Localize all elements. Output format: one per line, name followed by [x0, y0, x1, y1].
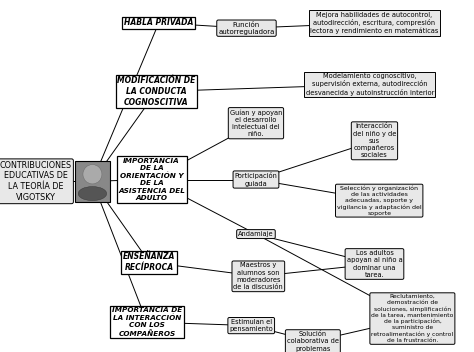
Text: IMPORTANCIA DE
LA INTERACCIÓN
CON LOS
COMPAÑEROS: IMPORTANCIA DE LA INTERACCIÓN CON LOS CO…: [112, 307, 182, 337]
Text: Guían y apoyan
el desarrollo
intelectual del
niño.: Guían y apoyan el desarrollo intelectual…: [230, 109, 282, 137]
Text: Selección y organización
de las actividades
adecuadas, soporte y
vigilancia y ad: Selección y organización de las activida…: [337, 186, 421, 216]
Text: Los adultos
apoyan al niño a
dominar una
tarea.: Los adultos apoyan al niño a dominar una…: [346, 250, 402, 278]
Ellipse shape: [83, 165, 102, 184]
Text: CONTRIBUCIONES
EDUCATIVAS DE
LA TEORÍA DE
VIGOTSKY: CONTRIBUCIONES EDUCATIVAS DE LA TEORÍA D…: [0, 161, 72, 202]
Ellipse shape: [78, 187, 107, 201]
Text: Solución
colaborativa de
problemas: Solución colaborativa de problemas: [287, 331, 339, 352]
Text: Función
autorreguladora: Función autorreguladora: [219, 21, 274, 35]
Text: ENSEÑANZA
RECÍPROCA: ENSEÑANZA RECÍPROCA: [123, 252, 175, 272]
FancyBboxPatch shape: [75, 161, 110, 201]
Text: Estimulan el
pensamiento: Estimulan el pensamiento: [229, 319, 273, 332]
Text: Modelamiento cognoscitivo,
supervisión externa, autodirección
desvanecida y auto: Modelamiento cognoscitivo, supervisión e…: [306, 73, 434, 96]
Text: IMPORTANCIA
DE LA
ORIENTACIÓN Y
DE LA
ASISTENCIA DEL
ADULTO: IMPORTANCIA DE LA ORIENTACIÓN Y DE LA AS…: [118, 158, 185, 201]
Text: Porticipación
guiada: Porticipación guiada: [235, 172, 277, 187]
Text: Mejora habilidades de autocontrol,
autodirección, escritura, compresión
lectora : Mejora habilidades de autocontrol, autod…: [310, 12, 438, 34]
Text: Maestros y
alumnos son
moderadores
de la discusión: Maestros y alumnos son moderadores de la…: [234, 263, 283, 290]
Text: MODIFICACIÓN DE
LA CONDUCTA
COGNOSCITIVA: MODIFICACIÓN DE LA CONDUCTA COGNOSCITIVA: [117, 76, 196, 107]
Text: Andamiaje: Andamiaje: [238, 231, 274, 237]
Text: Interacción
del niño y de
sus
compañeros
sociales: Interacción del niño y de sus compañeros…: [353, 123, 396, 158]
Text: HABLA PRIVADA: HABLA PRIVADA: [124, 18, 193, 27]
Text: Reclutamiento,
demostración de
soluciones, simplificación
de la tarea, mantenimi: Reclutamiento, demostración de solucione…: [371, 294, 454, 343]
